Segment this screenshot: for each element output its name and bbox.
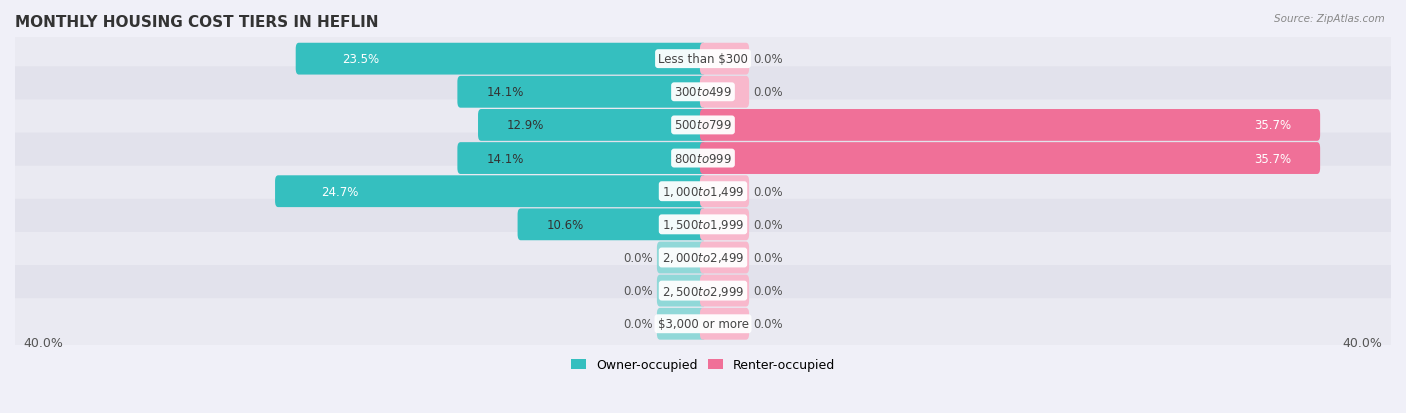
FancyBboxPatch shape bbox=[10, 34, 1396, 85]
Text: $2,000 to $2,499: $2,000 to $2,499 bbox=[662, 251, 744, 265]
Text: MONTHLY HOUSING COST TIERS IN HEFLIN: MONTHLY HOUSING COST TIERS IN HEFLIN bbox=[15, 15, 378, 30]
Text: 0.0%: 0.0% bbox=[752, 53, 783, 66]
Text: 12.9%: 12.9% bbox=[508, 119, 544, 132]
Text: $1,000 to $1,499: $1,000 to $1,499 bbox=[662, 185, 744, 199]
FancyBboxPatch shape bbox=[10, 133, 1396, 184]
FancyBboxPatch shape bbox=[700, 275, 749, 307]
Text: 0.0%: 0.0% bbox=[752, 86, 783, 99]
Text: 0.0%: 0.0% bbox=[623, 285, 654, 297]
FancyBboxPatch shape bbox=[10, 299, 1396, 349]
FancyBboxPatch shape bbox=[657, 308, 706, 340]
FancyBboxPatch shape bbox=[700, 176, 749, 208]
Text: Less than $300: Less than $300 bbox=[658, 53, 748, 66]
Text: 40.0%: 40.0% bbox=[1343, 337, 1382, 350]
FancyBboxPatch shape bbox=[700, 209, 749, 241]
Text: $1,500 to $1,999: $1,500 to $1,999 bbox=[662, 218, 744, 232]
Text: $3,000 or more: $3,000 or more bbox=[658, 318, 748, 330]
Text: 23.5%: 23.5% bbox=[342, 53, 380, 66]
FancyBboxPatch shape bbox=[478, 110, 706, 142]
FancyBboxPatch shape bbox=[700, 143, 1320, 175]
FancyBboxPatch shape bbox=[457, 143, 706, 175]
Text: $2,500 to $2,999: $2,500 to $2,999 bbox=[662, 284, 744, 298]
Text: $500 to $799: $500 to $799 bbox=[673, 119, 733, 132]
Text: 14.1%: 14.1% bbox=[486, 86, 523, 99]
Text: 24.7%: 24.7% bbox=[321, 185, 359, 198]
Legend: Owner-occupied, Renter-occupied: Owner-occupied, Renter-occupied bbox=[567, 353, 839, 376]
FancyBboxPatch shape bbox=[700, 242, 749, 274]
FancyBboxPatch shape bbox=[657, 275, 706, 307]
FancyBboxPatch shape bbox=[276, 176, 706, 208]
Text: 0.0%: 0.0% bbox=[752, 318, 783, 330]
Text: 35.7%: 35.7% bbox=[1254, 152, 1291, 165]
Text: 0.0%: 0.0% bbox=[623, 252, 654, 264]
Text: 10.6%: 10.6% bbox=[547, 218, 583, 231]
FancyBboxPatch shape bbox=[700, 308, 749, 340]
Text: Source: ZipAtlas.com: Source: ZipAtlas.com bbox=[1274, 14, 1385, 24]
Text: $300 to $499: $300 to $499 bbox=[673, 86, 733, 99]
FancyBboxPatch shape bbox=[10, 67, 1396, 118]
Text: 14.1%: 14.1% bbox=[486, 152, 523, 165]
Text: 40.0%: 40.0% bbox=[24, 337, 63, 350]
FancyBboxPatch shape bbox=[10, 166, 1396, 217]
FancyBboxPatch shape bbox=[700, 77, 749, 109]
FancyBboxPatch shape bbox=[700, 110, 1320, 142]
FancyBboxPatch shape bbox=[10, 199, 1396, 250]
Text: 0.0%: 0.0% bbox=[752, 252, 783, 264]
FancyBboxPatch shape bbox=[517, 209, 706, 241]
FancyBboxPatch shape bbox=[657, 242, 706, 274]
FancyBboxPatch shape bbox=[700, 44, 749, 76]
Text: 0.0%: 0.0% bbox=[623, 318, 654, 330]
Text: 0.0%: 0.0% bbox=[752, 218, 783, 231]
FancyBboxPatch shape bbox=[295, 44, 706, 76]
FancyBboxPatch shape bbox=[10, 233, 1396, 283]
FancyBboxPatch shape bbox=[457, 77, 706, 109]
Text: $800 to $999: $800 to $999 bbox=[673, 152, 733, 165]
Text: 35.7%: 35.7% bbox=[1254, 119, 1291, 132]
Text: 0.0%: 0.0% bbox=[752, 185, 783, 198]
Text: 0.0%: 0.0% bbox=[752, 285, 783, 297]
FancyBboxPatch shape bbox=[10, 266, 1396, 316]
FancyBboxPatch shape bbox=[10, 100, 1396, 151]
